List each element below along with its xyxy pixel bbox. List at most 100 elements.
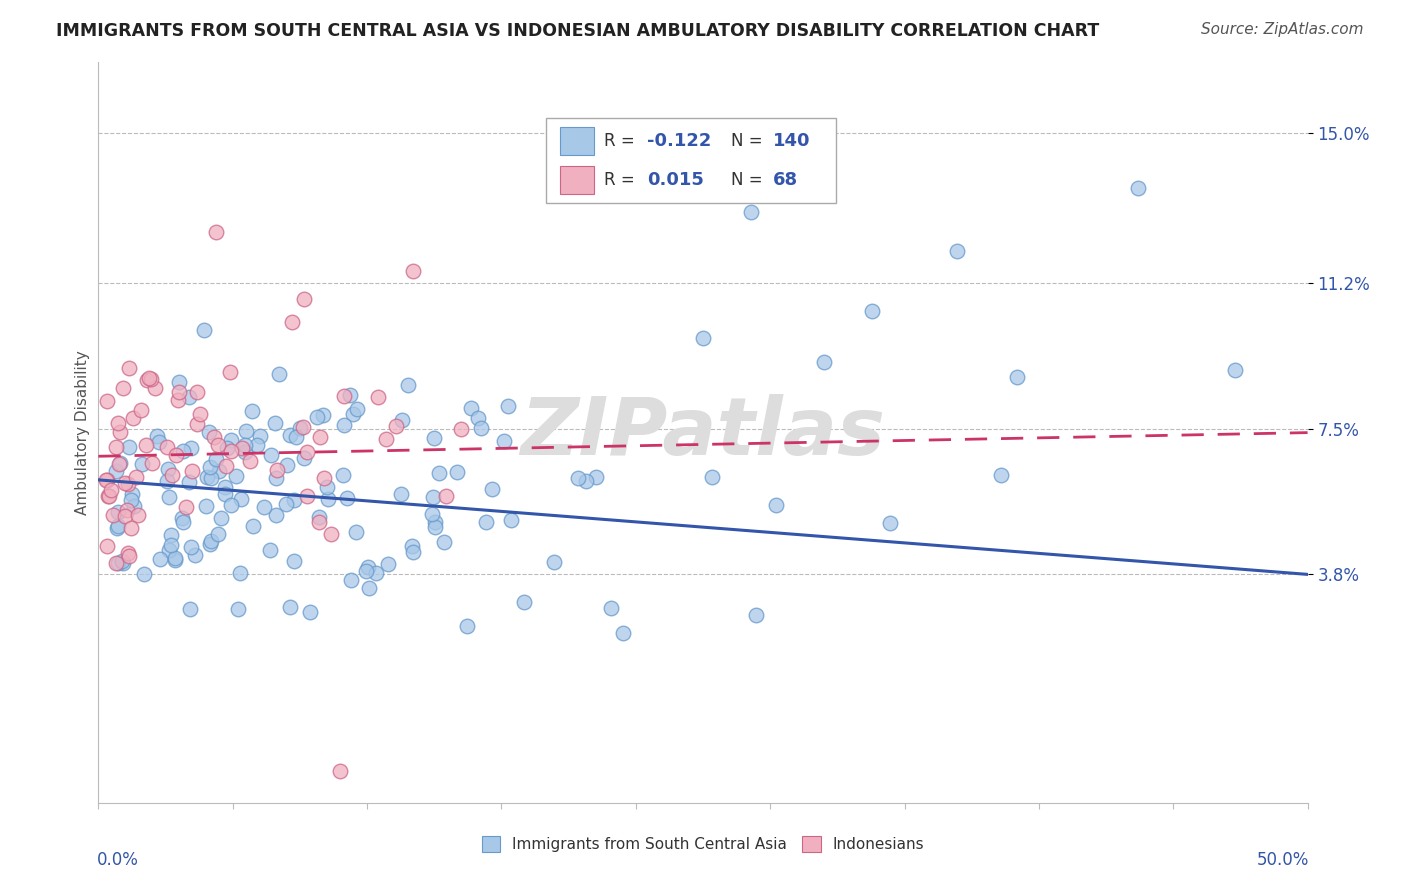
Point bbox=[612, 626, 634, 640]
Text: 0.0%: 0.0% bbox=[97, 851, 139, 869]
Point bbox=[765, 498, 787, 512]
Point bbox=[207, 527, 229, 541]
Point bbox=[329, 764, 352, 779]
Point bbox=[433, 535, 456, 549]
Point bbox=[124, 470, 146, 484]
Point bbox=[316, 492, 339, 507]
Point bbox=[294, 451, 316, 466]
Point bbox=[120, 493, 142, 508]
Point bbox=[420, 507, 443, 521]
Point bbox=[377, 557, 399, 571]
Point bbox=[156, 440, 179, 454]
Point bbox=[396, 377, 419, 392]
Point bbox=[180, 442, 202, 456]
Point bbox=[481, 483, 503, 497]
Point bbox=[215, 442, 238, 456]
Point bbox=[259, 542, 281, 557]
Point bbox=[946, 244, 969, 259]
Point bbox=[427, 466, 450, 480]
Point bbox=[114, 475, 136, 490]
Point bbox=[163, 550, 186, 565]
Point bbox=[214, 487, 236, 501]
Point bbox=[278, 599, 301, 614]
Point bbox=[160, 538, 183, 552]
Point bbox=[94, 473, 117, 487]
Point bbox=[292, 292, 315, 306]
Point bbox=[276, 458, 298, 473]
Text: 140: 140 bbox=[773, 132, 811, 150]
Point bbox=[233, 438, 256, 452]
Point bbox=[356, 559, 378, 574]
Point bbox=[291, 419, 314, 434]
Point bbox=[266, 508, 288, 522]
Point bbox=[276, 497, 298, 511]
Point bbox=[96, 539, 118, 553]
Point bbox=[107, 556, 129, 570]
Point bbox=[375, 432, 398, 446]
Point bbox=[253, 500, 276, 514]
Point bbox=[97, 489, 120, 503]
Point bbox=[269, 367, 291, 381]
Point bbox=[114, 508, 136, 523]
Point bbox=[118, 549, 141, 564]
Point bbox=[107, 519, 129, 533]
Point bbox=[165, 553, 187, 567]
Point bbox=[132, 567, 155, 582]
Point bbox=[240, 404, 263, 418]
Point bbox=[160, 528, 183, 542]
Point bbox=[228, 601, 250, 615]
Point bbox=[165, 448, 187, 462]
Point bbox=[111, 554, 134, 568]
Point bbox=[200, 534, 222, 549]
Point bbox=[357, 582, 380, 596]
Point bbox=[198, 537, 221, 551]
Point bbox=[266, 463, 288, 477]
Point bbox=[117, 502, 139, 516]
Point bbox=[105, 521, 128, 535]
Point bbox=[567, 470, 589, 484]
Point bbox=[264, 416, 287, 430]
Point bbox=[167, 375, 190, 389]
Point bbox=[100, 483, 122, 497]
Point bbox=[170, 510, 193, 524]
Point bbox=[169, 385, 191, 400]
Point bbox=[475, 515, 498, 529]
Point bbox=[200, 470, 222, 484]
Point bbox=[692, 331, 714, 345]
Point bbox=[96, 394, 118, 409]
Point bbox=[813, 355, 835, 369]
Point bbox=[112, 556, 135, 570]
Point bbox=[96, 474, 118, 488]
Point bbox=[138, 371, 160, 385]
Point bbox=[136, 373, 159, 387]
Point bbox=[141, 371, 163, 385]
Point bbox=[188, 407, 211, 421]
Point bbox=[450, 422, 472, 436]
Point bbox=[745, 607, 768, 622]
Point bbox=[229, 492, 252, 507]
Text: R =: R = bbox=[603, 171, 640, 189]
Point bbox=[107, 505, 129, 519]
Text: 50.0%: 50.0% bbox=[1257, 851, 1309, 869]
Point bbox=[141, 456, 163, 470]
Point bbox=[284, 429, 307, 443]
Point bbox=[204, 452, 226, 467]
Point bbox=[174, 500, 197, 515]
Point bbox=[740, 205, 762, 219]
Point bbox=[235, 424, 257, 438]
Point bbox=[118, 440, 141, 454]
Point bbox=[307, 410, 329, 425]
Point bbox=[122, 410, 145, 425]
Text: -0.122: -0.122 bbox=[647, 132, 711, 150]
Point bbox=[160, 468, 183, 483]
Text: ZIPatlas: ZIPatlas bbox=[520, 393, 886, 472]
Point bbox=[434, 489, 457, 503]
Point bbox=[585, 470, 607, 484]
Point bbox=[456, 619, 478, 633]
Point bbox=[225, 469, 247, 483]
Point bbox=[122, 499, 145, 513]
Point bbox=[249, 429, 271, 443]
Text: Source: ZipAtlas.com: Source: ZipAtlas.com bbox=[1201, 22, 1364, 37]
Point bbox=[354, 565, 377, 579]
Point bbox=[278, 428, 301, 442]
